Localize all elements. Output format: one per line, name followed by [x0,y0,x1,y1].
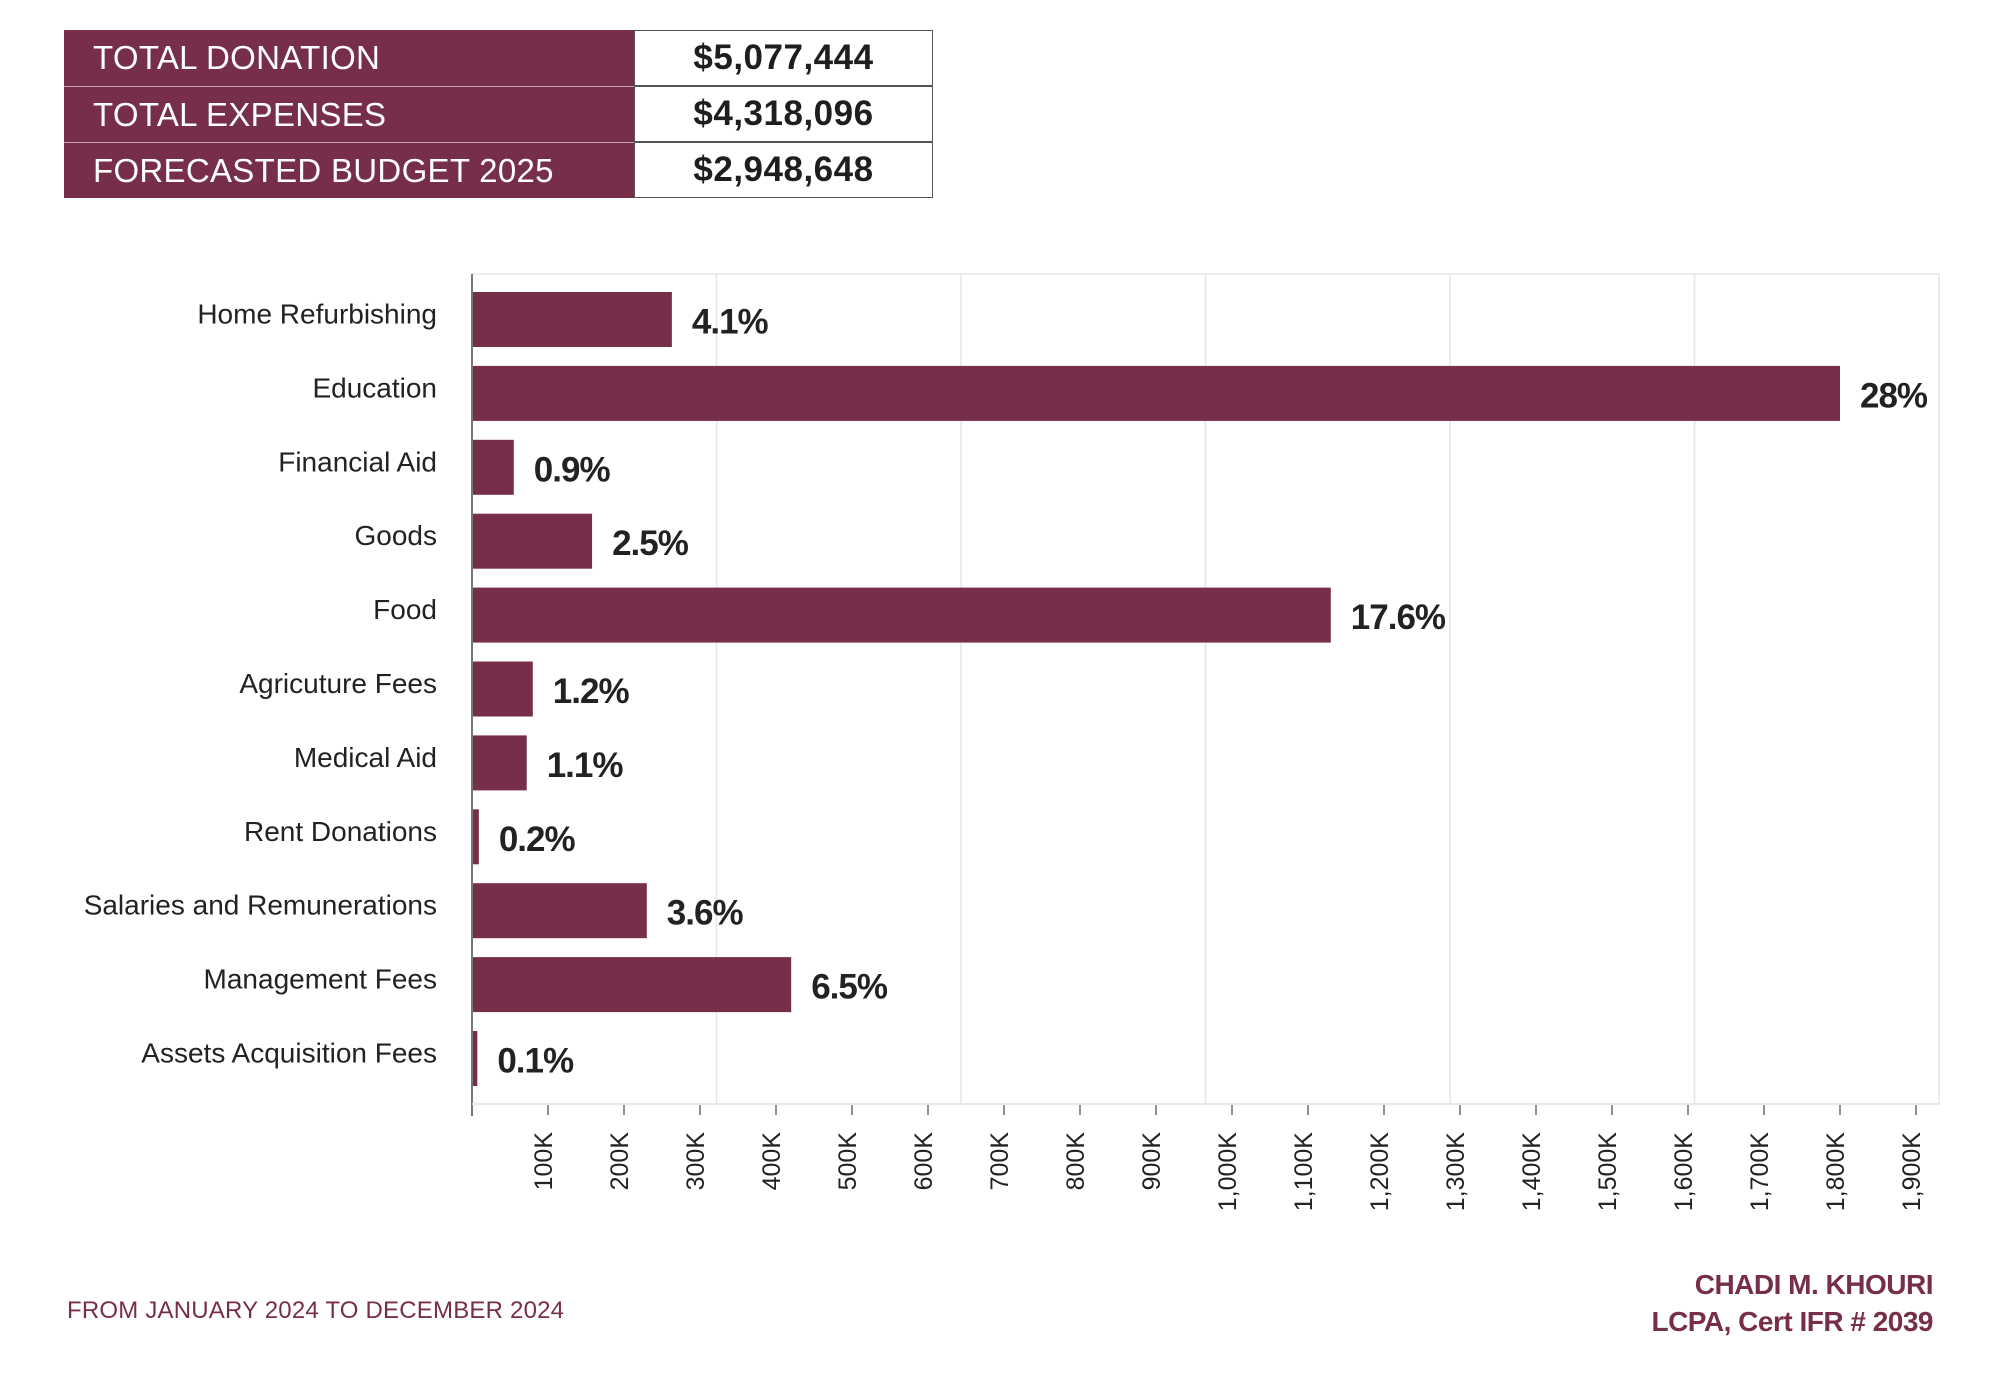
tick-label: 1,800K [1822,1132,1850,1212]
category-label: Financial Aid [278,446,437,477]
tick-label: 1,500K [1594,1132,1622,1212]
summary-label: FORECASTED BUDGET 2025 [64,142,634,198]
category-label: Education [312,372,437,403]
data-label: 4.1% [692,303,769,342]
tick-label: 400K [758,1132,786,1191]
tick-label: 1,700K [1746,1132,1774,1212]
summary-label: TOTAL DONATION [64,30,634,86]
category-label: Goods [355,520,438,551]
bar [472,587,1331,643]
data-label: 0.1% [497,1042,574,1081]
bar [472,292,672,347]
author-name: CHADI M. KHOURI [1694,1269,1934,1300]
x-axis-ticks: 100K 200K 300K 400K 500K 600K 700K 800K 900K 1,00… [530,1105,1926,1211]
summary-row-total-expenses: TOTAL EXPENSES $4,318,096 [64,86,933,142]
tick-label: 100K [530,1132,558,1191]
tick-label: 1,100K [1290,1132,1318,1212]
category-label: Home Refurbishing [197,299,437,330]
bar [472,1031,478,1086]
author-certification: LCPA, Cert IFR # 2039 [1651,1306,1933,1337]
tick-label: 600K [910,1132,938,1191]
tick-label: 1,400K [1518,1132,1546,1212]
bar [472,365,1840,421]
data-label: 0.9% [534,450,611,489]
author-signature: CHADI M. KHOURI LCPA, Cert IFR # 2039 [1651,1266,1933,1340]
category-label: Food [373,594,437,625]
category-label: Assets Acquisition Fees [141,1038,437,1069]
value-labels: 4.1% 28% 0.9%2.5% 17.6% 1.2% 1.1% 0.2% 3.6% 6.5%… [497,303,1929,1081]
period-caption: FROM JANUARY 2024 TO DECEMBER 2024 [67,1297,565,1324]
tick-label: 1,600K [1670,1132,1698,1212]
summary-value: $2,948,648 [634,142,933,198]
data-label: 6.5% [811,968,888,1007]
data-label: 2.5% [612,524,689,563]
bar [472,439,514,495]
tick-label: 300K [682,1132,710,1191]
category-label: Rent Donations [244,816,437,847]
tick-label: 900K [1138,1132,1166,1191]
tick-label: 200K [606,1132,634,1191]
data-label: 3.6% [667,894,744,933]
tick-label: 1,200K [1366,1132,1394,1212]
tick-label: 1,000K [1214,1132,1242,1212]
bars [472,292,1840,1086]
tick-label: 800K [1062,1132,1090,1191]
summary-row-forecasted-budget: FORECASTED BUDGET 2025 $2,948,648 [64,142,933,198]
bar [472,513,593,569]
tick-label: 500K [834,1132,862,1191]
data-label: 1.2% [553,672,630,711]
category-labels: Home Refurbishing Education Financial Aid G… [84,299,437,1069]
summary-value: $5,077,444 [634,30,933,86]
category-label: Medical Aid [294,742,437,773]
category-label: Salaries and Remunerations [84,890,437,921]
bar [472,735,527,791]
category-label: Agricuture Fees [239,668,437,699]
bar [472,883,647,939]
summary-table: TOTAL DONATION $5,077,444 TOTAL EXPENSES… [64,30,933,198]
data-label: 28% [1860,376,1928,415]
bar [472,661,533,717]
tick-label: 1,300K [1442,1132,1470,1212]
tick-label: 1,900K [1898,1132,1926,1212]
category-label: Management Fees [204,964,437,995]
data-label: 0.2% [499,820,576,859]
bar [472,809,479,865]
data-label: 17.6% [1351,598,1446,637]
summary-value: $4,318,096 [634,86,933,142]
data-label: 1.1% [547,746,624,785]
tick-label: 700K [986,1132,1014,1191]
bar [472,957,792,1013]
summary-label: TOTAL EXPENSES [64,86,634,142]
summary-row-total-donation: TOTAL DONATION $5,077,444 [64,30,933,86]
